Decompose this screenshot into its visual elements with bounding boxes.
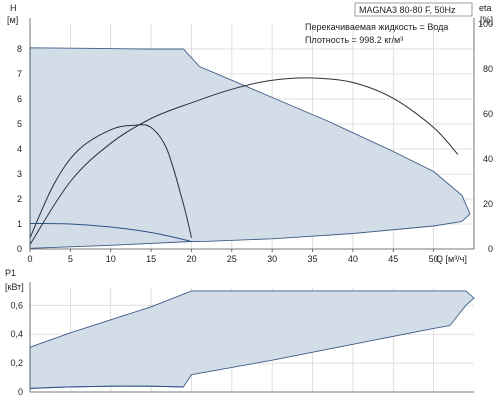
power-axis-label: P1	[5, 268, 16, 278]
envelope-layer	[29, 47, 475, 389]
liquid-label: Перекачиваемая жидкость = Вода	[305, 22, 448, 32]
efficiency-y-tick-label: 0	[488, 244, 493, 254]
head-y-tick-label: 8	[17, 44, 22, 54]
head-y-tick-label: 4	[17, 144, 22, 154]
flow-x-tick-label: 5	[68, 254, 73, 264]
efficiency-y-tick-label: 60	[483, 109, 493, 119]
head-y-tick-label: 3	[17, 169, 22, 179]
model-box	[354, 2, 473, 17]
power-y-tick-label: 0	[18, 387, 23, 397]
efficiency-low-speed-curve	[29, 124, 192, 239]
density-label: Плотность = 998.2 кг/м³	[305, 35, 403, 45]
flow-x-tick-label: 0	[27, 254, 32, 264]
head-y-tick-label: 2	[17, 194, 22, 204]
flow-x-tick-label: 10	[106, 254, 116, 264]
efficiency-y-tick-label: 80	[483, 64, 493, 74]
model-label: MAGNA3 80-80 F, 50Hz	[359, 5, 456, 15]
flow-x-tick-label: 45	[388, 254, 398, 264]
efficiency-y-tick-label: 20	[483, 199, 493, 209]
head-axis-label: H	[10, 3, 17, 13]
flow-x-tick-label: 30	[267, 254, 277, 264]
flow-x-tick-label: 35	[308, 254, 318, 264]
efficiency-axis-label: eta	[479, 3, 492, 13]
power-y-tick-label: 0,6	[10, 300, 23, 310]
flow-x-tick-label: 25	[227, 254, 237, 264]
efficiency-y-tick-label: 100	[478, 19, 493, 29]
power-envelope-low-speed-curve	[29, 385, 184, 389]
power-y-tick-label: 0,2	[10, 358, 23, 368]
head-y-tick-label: 6	[17, 94, 22, 104]
head-envelope-area	[29, 47, 471, 249]
flow-x-tick-label: 20	[186, 254, 196, 264]
head-axis-unit: [м]	[7, 15, 18, 25]
head-y-tick-label: 0	[17, 244, 22, 254]
flow-x-tick-label: 40	[348, 254, 358, 264]
efficiency-axis-unit: [%]	[480, 15, 493, 25]
curves-layer	[29, 77, 459, 389]
axes-layer	[29, 18, 475, 393]
power-axis-unit: [кВт]	[5, 282, 24, 292]
flow-x-tick-label: 15	[146, 254, 156, 264]
tick-labels-layer: 0 5 10 15 20 25 30 35 40 45 5001234567802040608010…	[10, 19, 493, 397]
flow-axis-label: Q [м³/ч]	[436, 254, 467, 264]
power-y-tick-label: 0,4	[10, 329, 23, 339]
head-y-tick-label: 7	[17, 69, 22, 79]
flow-x-tick-label: 50	[429, 254, 439, 264]
head-y-tick-label: 1	[17, 219, 22, 229]
head-y-tick-label: 5	[17, 119, 22, 129]
efficiency-max-speed-curve	[29, 77, 459, 245]
envelope-low-speed-curve	[29, 223, 192, 242]
efficiency-y-tick-label: 40	[483, 154, 493, 164]
